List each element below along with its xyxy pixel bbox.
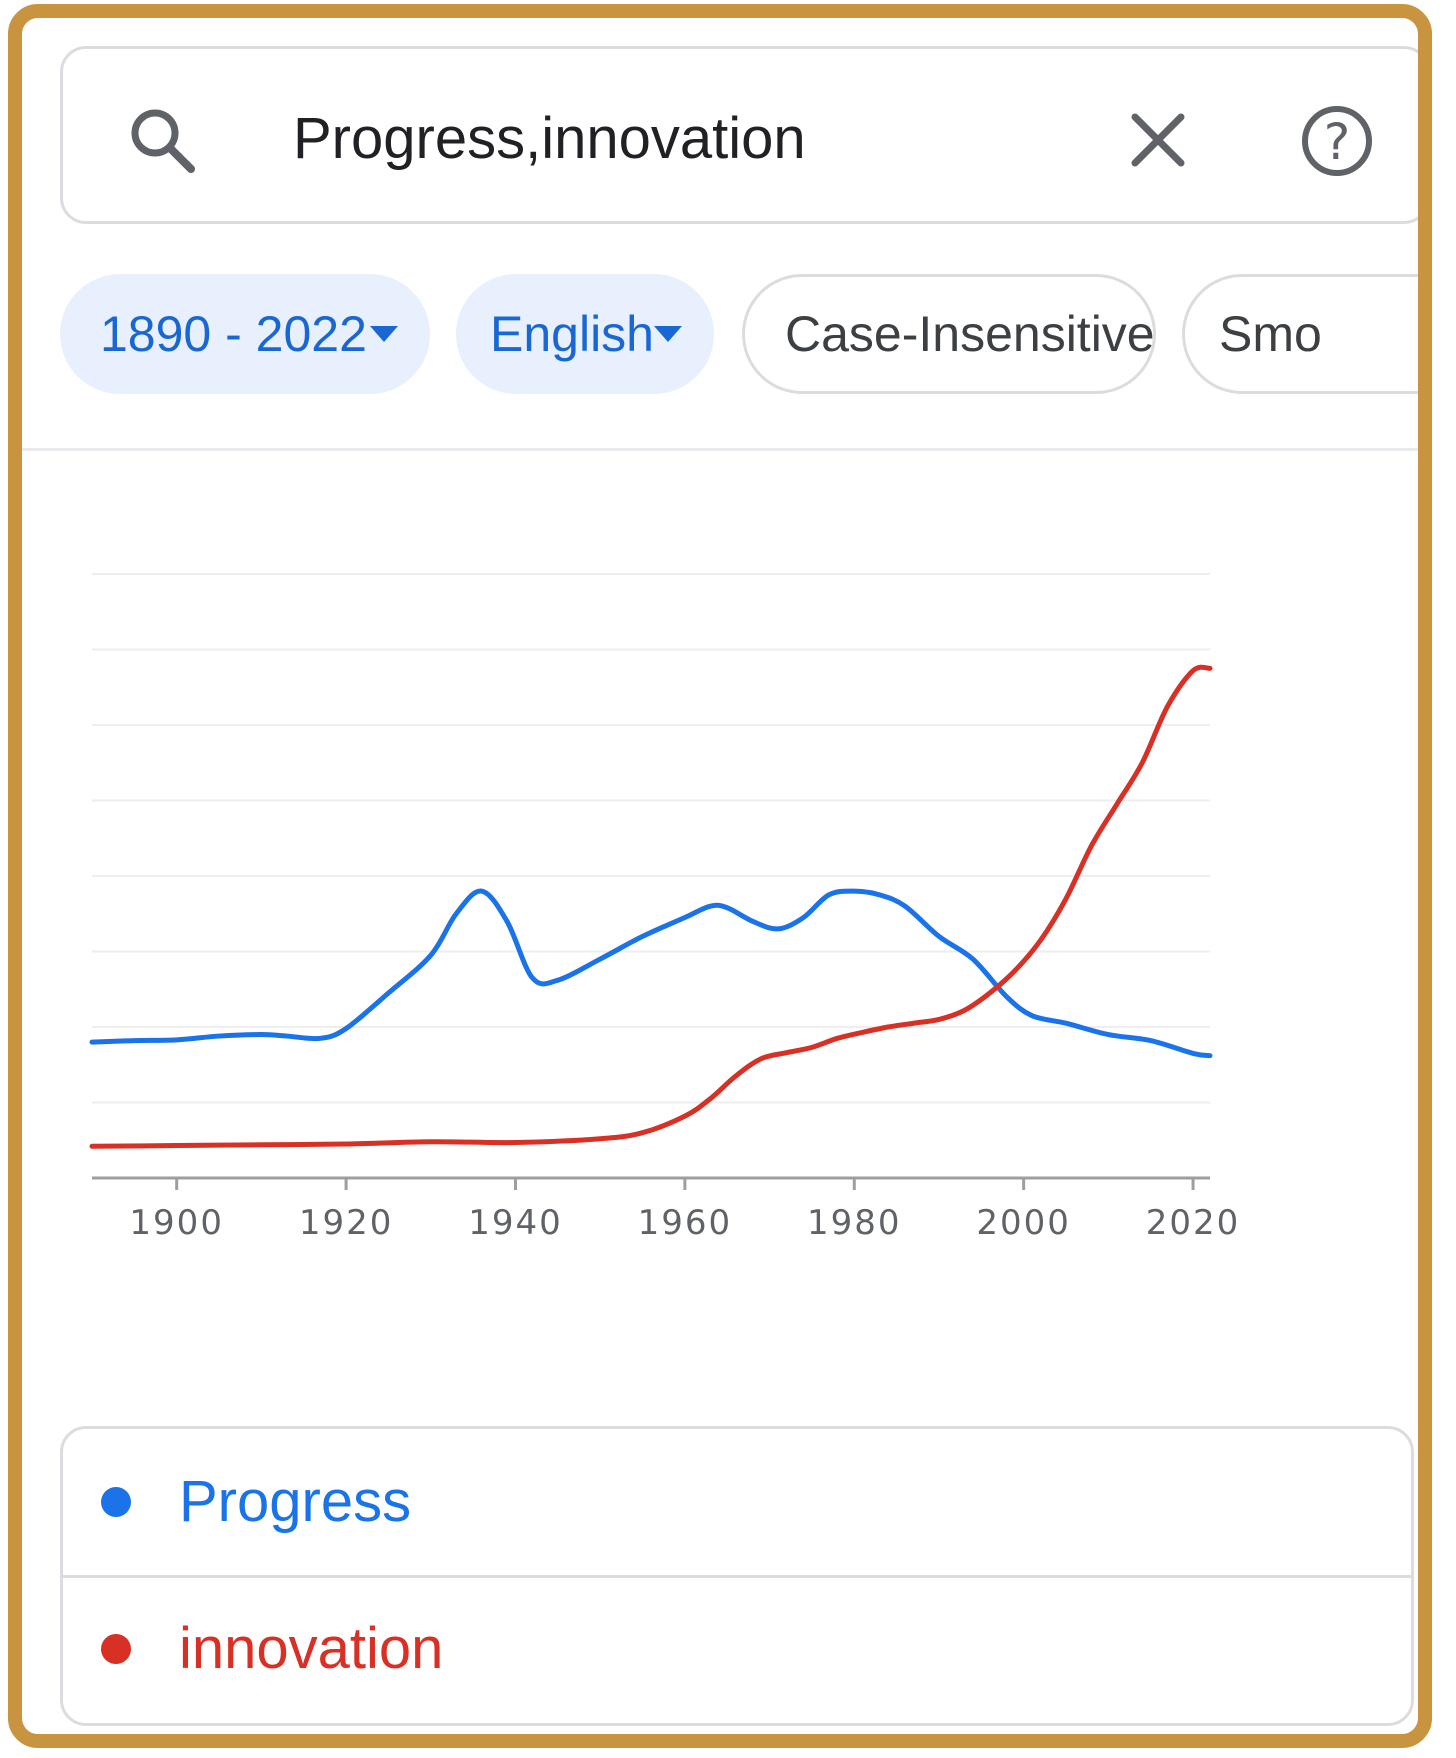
year-range-chip[interactable]: 1890 - 2022 [60, 274, 430, 394]
legend-item-progress[interactable]: Progress [63, 1429, 1411, 1578]
x-tick-label: 2000 [976, 1203, 1071, 1243]
x-tick-label: 1980 [807, 1203, 902, 1243]
legend-dot-innovation [101, 1634, 131, 1664]
smoothing-label: Smo [1219, 306, 1322, 362]
year-range-label: 1890 - 2022 [100, 306, 367, 362]
language-chip[interactable]: English [456, 274, 714, 394]
x-tick-label: 1900 [129, 1203, 224, 1243]
app-frame: Progress,innovation ? 1890 - 2022 Englis… [8, 4, 1432, 1748]
legend-label-progress: Progress [179, 1469, 412, 1534]
legend-label-innovation: innovation [179, 1616, 444, 1681]
dropdown-caret-icon [370, 326, 398, 342]
clear-icon[interactable] [1125, 107, 1191, 173]
svg-text:?: ? [1324, 113, 1351, 171]
search-icon [131, 109, 195, 173]
help-icon[interactable]: ? [1295, 99, 1379, 183]
x-tick-label: 1960 [638, 1203, 733, 1243]
language-label: English [490, 306, 654, 362]
case-insensitive-label: Case-Insensitive [785, 306, 1155, 362]
x-tick-label: 2020 [1146, 1203, 1241, 1243]
legend-dot-progress [101, 1487, 131, 1517]
legend-item-innovation[interactable]: innovation [63, 1576, 1411, 1722]
search-box[interactable]: Progress,innovation ? [60, 46, 1418, 224]
series-line-innovation [89, 664, 1213, 1149]
x-tick-label: 1920 [299, 1203, 394, 1243]
ngram-chart: 1900 1920 1940 1960 1980 2000 2020 [89, 573, 1241, 1243]
legend: Progress innovation [60, 1426, 1414, 1726]
search-input[interactable]: Progress,innovation [293, 106, 806, 171]
dropdown-caret-icon [654, 326, 682, 342]
x-tick-label: 1940 [468, 1203, 563, 1243]
smoothing-chip[interactable]: Smo [1182, 274, 1418, 394]
divider [22, 448, 1418, 451]
series-line-progress [89, 888, 1213, 1059]
case-insensitive-chip[interactable]: Case-Insensitive [742, 274, 1156, 394]
